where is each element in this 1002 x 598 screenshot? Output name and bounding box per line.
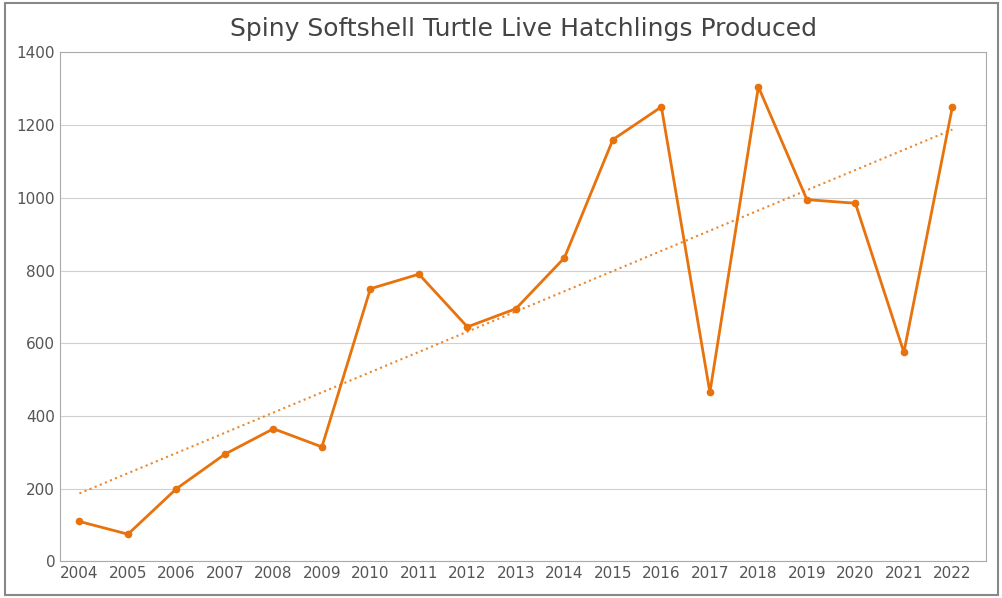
Title: Spiny Softshell Turtle Live Hatchlings Produced: Spiny Softshell Turtle Live Hatchlings P… xyxy=(229,17,816,41)
